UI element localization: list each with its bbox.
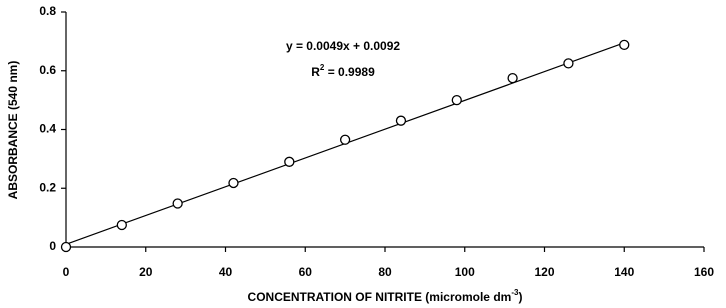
y-tick-label: 0 xyxy=(49,239,56,253)
data-point xyxy=(563,58,574,69)
x-label-main: CONCENTRATION OF NITRITE (micromole dm xyxy=(248,290,512,304)
x-tick-label: 140 xyxy=(614,265,634,279)
x-tick-label: 60 xyxy=(299,265,313,279)
x-tick-label: 100 xyxy=(455,265,475,279)
data-point xyxy=(451,94,462,106)
x-tick-label: 20 xyxy=(139,265,153,279)
x-tick-label: 80 xyxy=(378,265,392,279)
x-tick-label: 0 xyxy=(63,265,70,279)
trend-equation: y = 0.0049x + 0.0092 xyxy=(286,39,400,53)
data-point xyxy=(507,72,518,84)
data-point xyxy=(116,219,127,231)
r-squared-base: R xyxy=(311,65,320,79)
x-label-sup: -3 xyxy=(511,288,519,297)
data-point xyxy=(284,156,295,167)
x-tick-label: 160 xyxy=(694,265,714,279)
data-point xyxy=(60,241,72,253)
y-tick-label: 0.8 xyxy=(39,4,56,18)
x-tick-label: 120 xyxy=(534,265,554,279)
data-point xyxy=(619,39,630,51)
data-point xyxy=(172,198,183,209)
y-tick-label: 0.4 xyxy=(39,122,56,136)
data-point xyxy=(395,115,407,126)
r-squared: R2 = 0.9989 xyxy=(311,63,375,79)
r-squared-sup: 2 xyxy=(320,63,325,72)
x-tick-label: 40 xyxy=(219,265,233,279)
y-axis-label: ABSORBANCE (540 nm) xyxy=(6,61,20,200)
y-tick-label: 0.2 xyxy=(39,180,56,194)
data-point xyxy=(228,177,239,189)
x-label-end: ) xyxy=(518,290,522,304)
x-axis-label: CONCENTRATION OF NITRITE (micromole dm-3… xyxy=(248,288,523,304)
y-tick-label: 0.6 xyxy=(39,63,56,77)
r-squared-value: = 0.9989 xyxy=(324,65,375,79)
data-point xyxy=(339,134,351,145)
